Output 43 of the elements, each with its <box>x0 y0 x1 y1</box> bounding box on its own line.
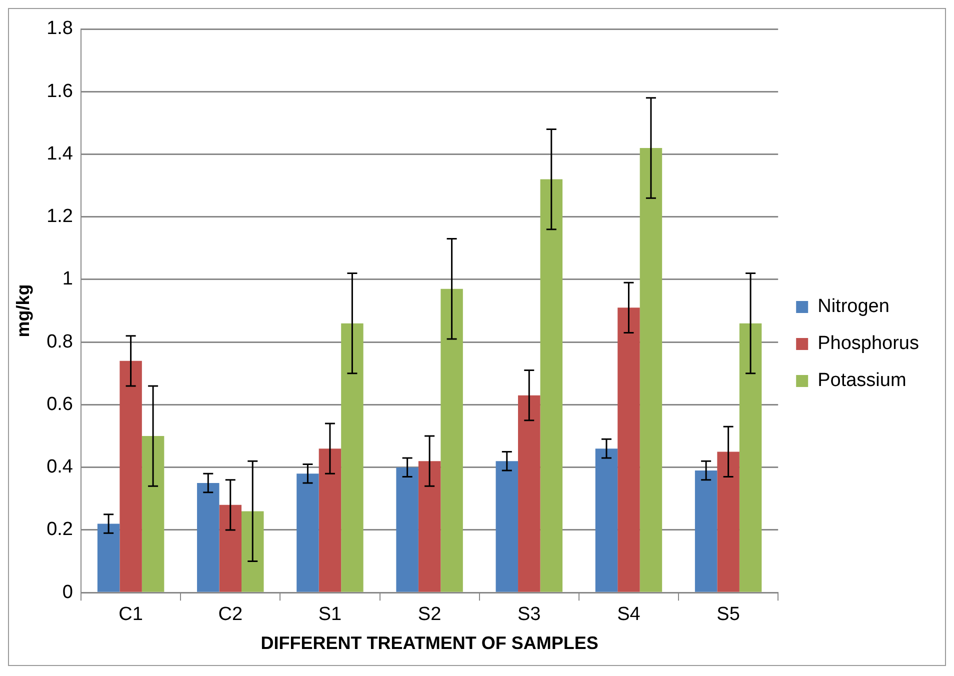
y-tick-label: 1 <box>62 268 74 290</box>
y-tick-label: 1.4 <box>46 143 74 164</box>
bar <box>318 448 342 592</box>
legend-label: Potassium <box>818 370 906 392</box>
legend-label: Phosphorus <box>818 333 920 354</box>
bar <box>418 461 441 592</box>
x-tick-label: S4 <box>617 604 641 626</box>
bar <box>540 179 562 592</box>
bar <box>242 511 264 592</box>
y-tick-label: 0.8 <box>46 331 74 352</box>
bar <box>640 148 662 592</box>
x-axis-title: DIFFERENT TREATMENT OF SAMPLES <box>260 633 598 654</box>
bar <box>296 474 319 592</box>
bar <box>341 323 364 592</box>
bar <box>595 448 618 592</box>
x-tick-label: S1 <box>318 604 342 626</box>
y-tick-label: 0.6 <box>46 394 74 415</box>
bar <box>120 360 142 592</box>
bar <box>496 461 518 592</box>
y-tick-label: 1.6 <box>46 80 74 102</box>
y-tick-label: 1.8 <box>46 18 74 40</box>
bar <box>518 395 540 592</box>
y-tick-label: 0.4 <box>46 456 74 478</box>
bar <box>440 288 463 592</box>
x-tick-label: S2 <box>418 604 442 626</box>
bar <box>618 308 640 592</box>
x-tick-label: S5 <box>716 604 740 626</box>
bar <box>396 467 418 592</box>
bar <box>739 323 762 592</box>
x-tick-label: S3 <box>518 604 541 626</box>
bar <box>142 436 164 592</box>
y-tick-label: 0.2 <box>46 519 74 540</box>
bar <box>694 470 718 592</box>
y-axis-title: mg/kg <box>12 284 33 338</box>
bar <box>197 483 220 592</box>
bar <box>97 524 120 592</box>
y-tick-label: 1.2 <box>46 206 74 228</box>
y-tick-label: 0 <box>62 582 74 603</box>
bar <box>219 504 242 592</box>
bar <box>717 452 740 592</box>
x-tick-label: C2 <box>218 604 243 626</box>
x-tick-label: C1 <box>118 604 143 626</box>
legend-label: Nitrogen <box>818 296 890 318</box>
